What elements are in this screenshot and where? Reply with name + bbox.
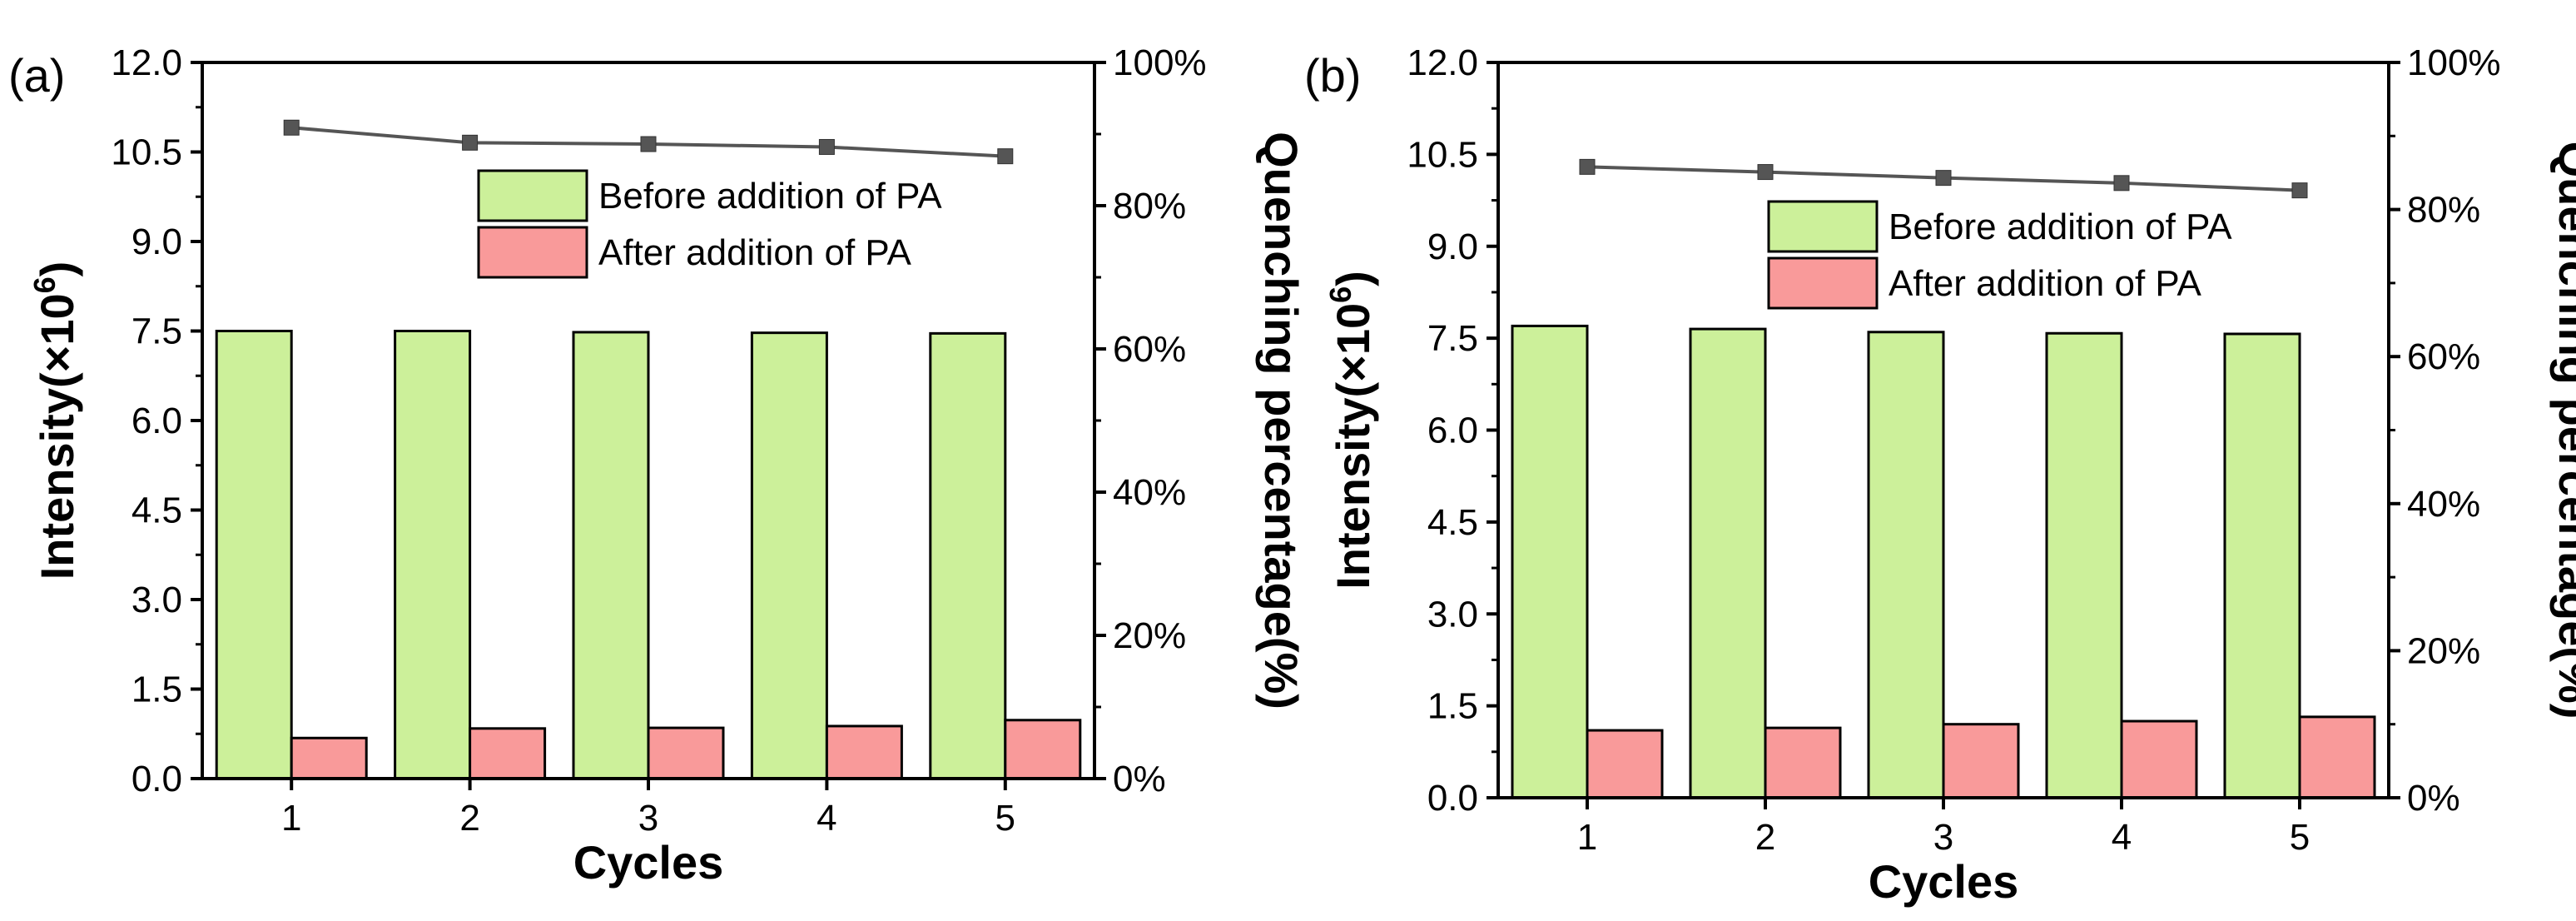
legend-label-after: After addition of PA [1889, 263, 2202, 304]
y-axis-title-close: ) [1327, 271, 1379, 286]
legend: Before addition of PA After addition of P… [1767, 200, 2232, 310]
y2-tick-label: 40% [2407, 484, 2480, 525]
x-tick-label: 4 [816, 798, 836, 839]
y-tick-label: 12.0 [111, 42, 182, 83]
y-tick-label: 7.5 [1427, 318, 1478, 359]
legend-swatch-before [477, 169, 588, 222]
legend-swatch-after [1767, 256, 1879, 310]
y-axis-title: Intensity(×106) [1323, 271, 1379, 590]
panel-label: (a) [8, 49, 65, 102]
y2-axis-title: Quenching percentage(%) [1255, 132, 1308, 709]
x-tick-label: 1 [281, 798, 301, 839]
legend-swatch-before [1767, 200, 1879, 253]
y-axis-title-close: ) [31, 261, 83, 277]
y-tick-label: 4.5 [1427, 502, 1478, 543]
y2-axis-title: Quenching percentage(%) [2549, 142, 2576, 719]
y-tick-label: 1.5 [132, 670, 182, 710]
y-tick-label: 10.5 [111, 132, 182, 173]
bar-before-cycle-2 [1689, 327, 1767, 799]
bar-before-cycle-3 [572, 331, 650, 780]
quenching-point-cycle-1 [283, 119, 300, 136]
y2-tick-label: 60% [1113, 329, 1186, 370]
y2-tick-label: 20% [1113, 615, 1186, 656]
y-axis-title: Intensity(×106) [27, 261, 83, 580]
y2-tick-label: 80% [2407, 190, 2480, 231]
bar-after-cycle-1 [1586, 729, 1664, 799]
x-axis-title: Cycles [573, 836, 724, 889]
x-tick-label: 5 [2290, 817, 2310, 858]
y-tick-label: 1.5 [1427, 686, 1478, 727]
y2-tick-label: 100% [2407, 42, 2501, 83]
bar-before-cycle-4 [2045, 331, 2123, 799]
y2-tick-label: 40% [1113, 472, 1186, 513]
x-tick-label: 3 [638, 798, 658, 839]
y-axis-title-main: Intensity(×10 [31, 293, 83, 580]
y2-tick-label: 0% [2407, 778, 2460, 819]
y-tick-label: 10.5 [1407, 134, 1478, 175]
quenching-point-cycle-4 [818, 138, 835, 155]
bar-before-cycle-1 [215, 330, 293, 780]
bar-after-cycle-1 [290, 736, 368, 780]
y-axis-title-exponent: 6 [27, 276, 62, 293]
quenching-point-cycle-2 [1757, 164, 1774, 181]
x-tick-label: 4 [2112, 817, 2132, 858]
y-tick-label: 0.0 [1427, 778, 1478, 819]
y-tick-label: 9.0 [132, 222, 182, 262]
y-tick-label: 3.0 [1427, 594, 1478, 635]
legend-swatch-after [477, 226, 588, 279]
bar-before-cycle-5 [929, 331, 1007, 780]
x-axis-title: Cycles [1869, 855, 2019, 908]
y-tick-label: 3.0 [132, 580, 182, 620]
y2-tick-label: 100% [1113, 42, 1207, 83]
quenching-point-cycle-4 [2113, 175, 2130, 192]
chart-panel-b: 0.0 1.5 3.0 4.5 6.0 7.5 9.0 10.5 12.0 0% 20% 40% 60%… [1304, 42, 2576, 908]
x-tick-label: 1 [1577, 817, 1597, 858]
y-tick-label: 12.0 [1407, 42, 1478, 83]
y2-tick-label: 80% [1113, 186, 1186, 227]
x-tick-label: 5 [995, 798, 1015, 839]
y2-tick-label: 60% [2407, 336, 2480, 377]
legend-label-before: Before addition of PA [598, 176, 942, 217]
y2-tick-label: 0% [1113, 759, 1166, 799]
bar-after-cycle-3 [1942, 723, 2020, 799]
bar-before-cycle-3 [1867, 331, 1945, 799]
bar-after-cycle-3 [647, 726, 725, 780]
x-tick-label: 3 [1933, 817, 1953, 858]
x-tick-label: 2 [459, 798, 479, 839]
legend-label-before: Before addition of PA [1889, 207, 2232, 247]
bar-before-cycle-5 [2223, 332, 2301, 799]
quenching-point-cycle-1 [1579, 158, 1596, 175]
y-tick-label: 6.0 [1427, 411, 1478, 451]
quenching-point-cycle-2 [462, 134, 479, 151]
legend: Before addition of PA After addition of P… [477, 169, 942, 279]
bar-after-cycle-4 [2120, 719, 2198, 799]
bar-after-cycle-5 [2298, 715, 2376, 799]
x-tick-label: 2 [1755, 817, 1775, 858]
y-tick-label: 4.5 [132, 490, 182, 531]
y2-tick-label: 20% [2407, 630, 2480, 671]
bar-after-cycle-2 [1764, 726, 1842, 799]
bar-after-cycle-4 [825, 724, 903, 780]
bar-before-cycle-4 [750, 331, 828, 780]
y-tick-label: 9.0 [1427, 227, 1478, 267]
bar-after-cycle-5 [1004, 719, 1082, 780]
quenching-point-cycle-3 [1935, 170, 1952, 187]
chart-panel-a: 0.0 1.5 3.0 4.5 6.0 7.5 9.0 10.5 12.0 0% 20% 40% 60%… [8, 42, 1308, 889]
quenching-point-cycle-5 [2291, 182, 2308, 199]
y-tick-label: 7.5 [132, 311, 182, 352]
y-axis-title-main: Intensity(×10 [1327, 303, 1379, 590]
y-axis-title-exponent: 6 [1323, 286, 1357, 303]
y-tick-label: 0.0 [132, 759, 182, 799]
quenching-point-cycle-3 [640, 136, 657, 152]
y-tick-label: 6.0 [132, 401, 182, 441]
panel-label: (b) [1304, 49, 1361, 102]
bar-before-cycle-2 [394, 330, 472, 780]
legend-label-after: After addition of PA [598, 232, 912, 273]
bar-before-cycle-1 [1511, 324, 1589, 799]
bar-after-cycle-2 [469, 727, 547, 780]
quenching-point-cycle-5 [997, 148, 1014, 165]
